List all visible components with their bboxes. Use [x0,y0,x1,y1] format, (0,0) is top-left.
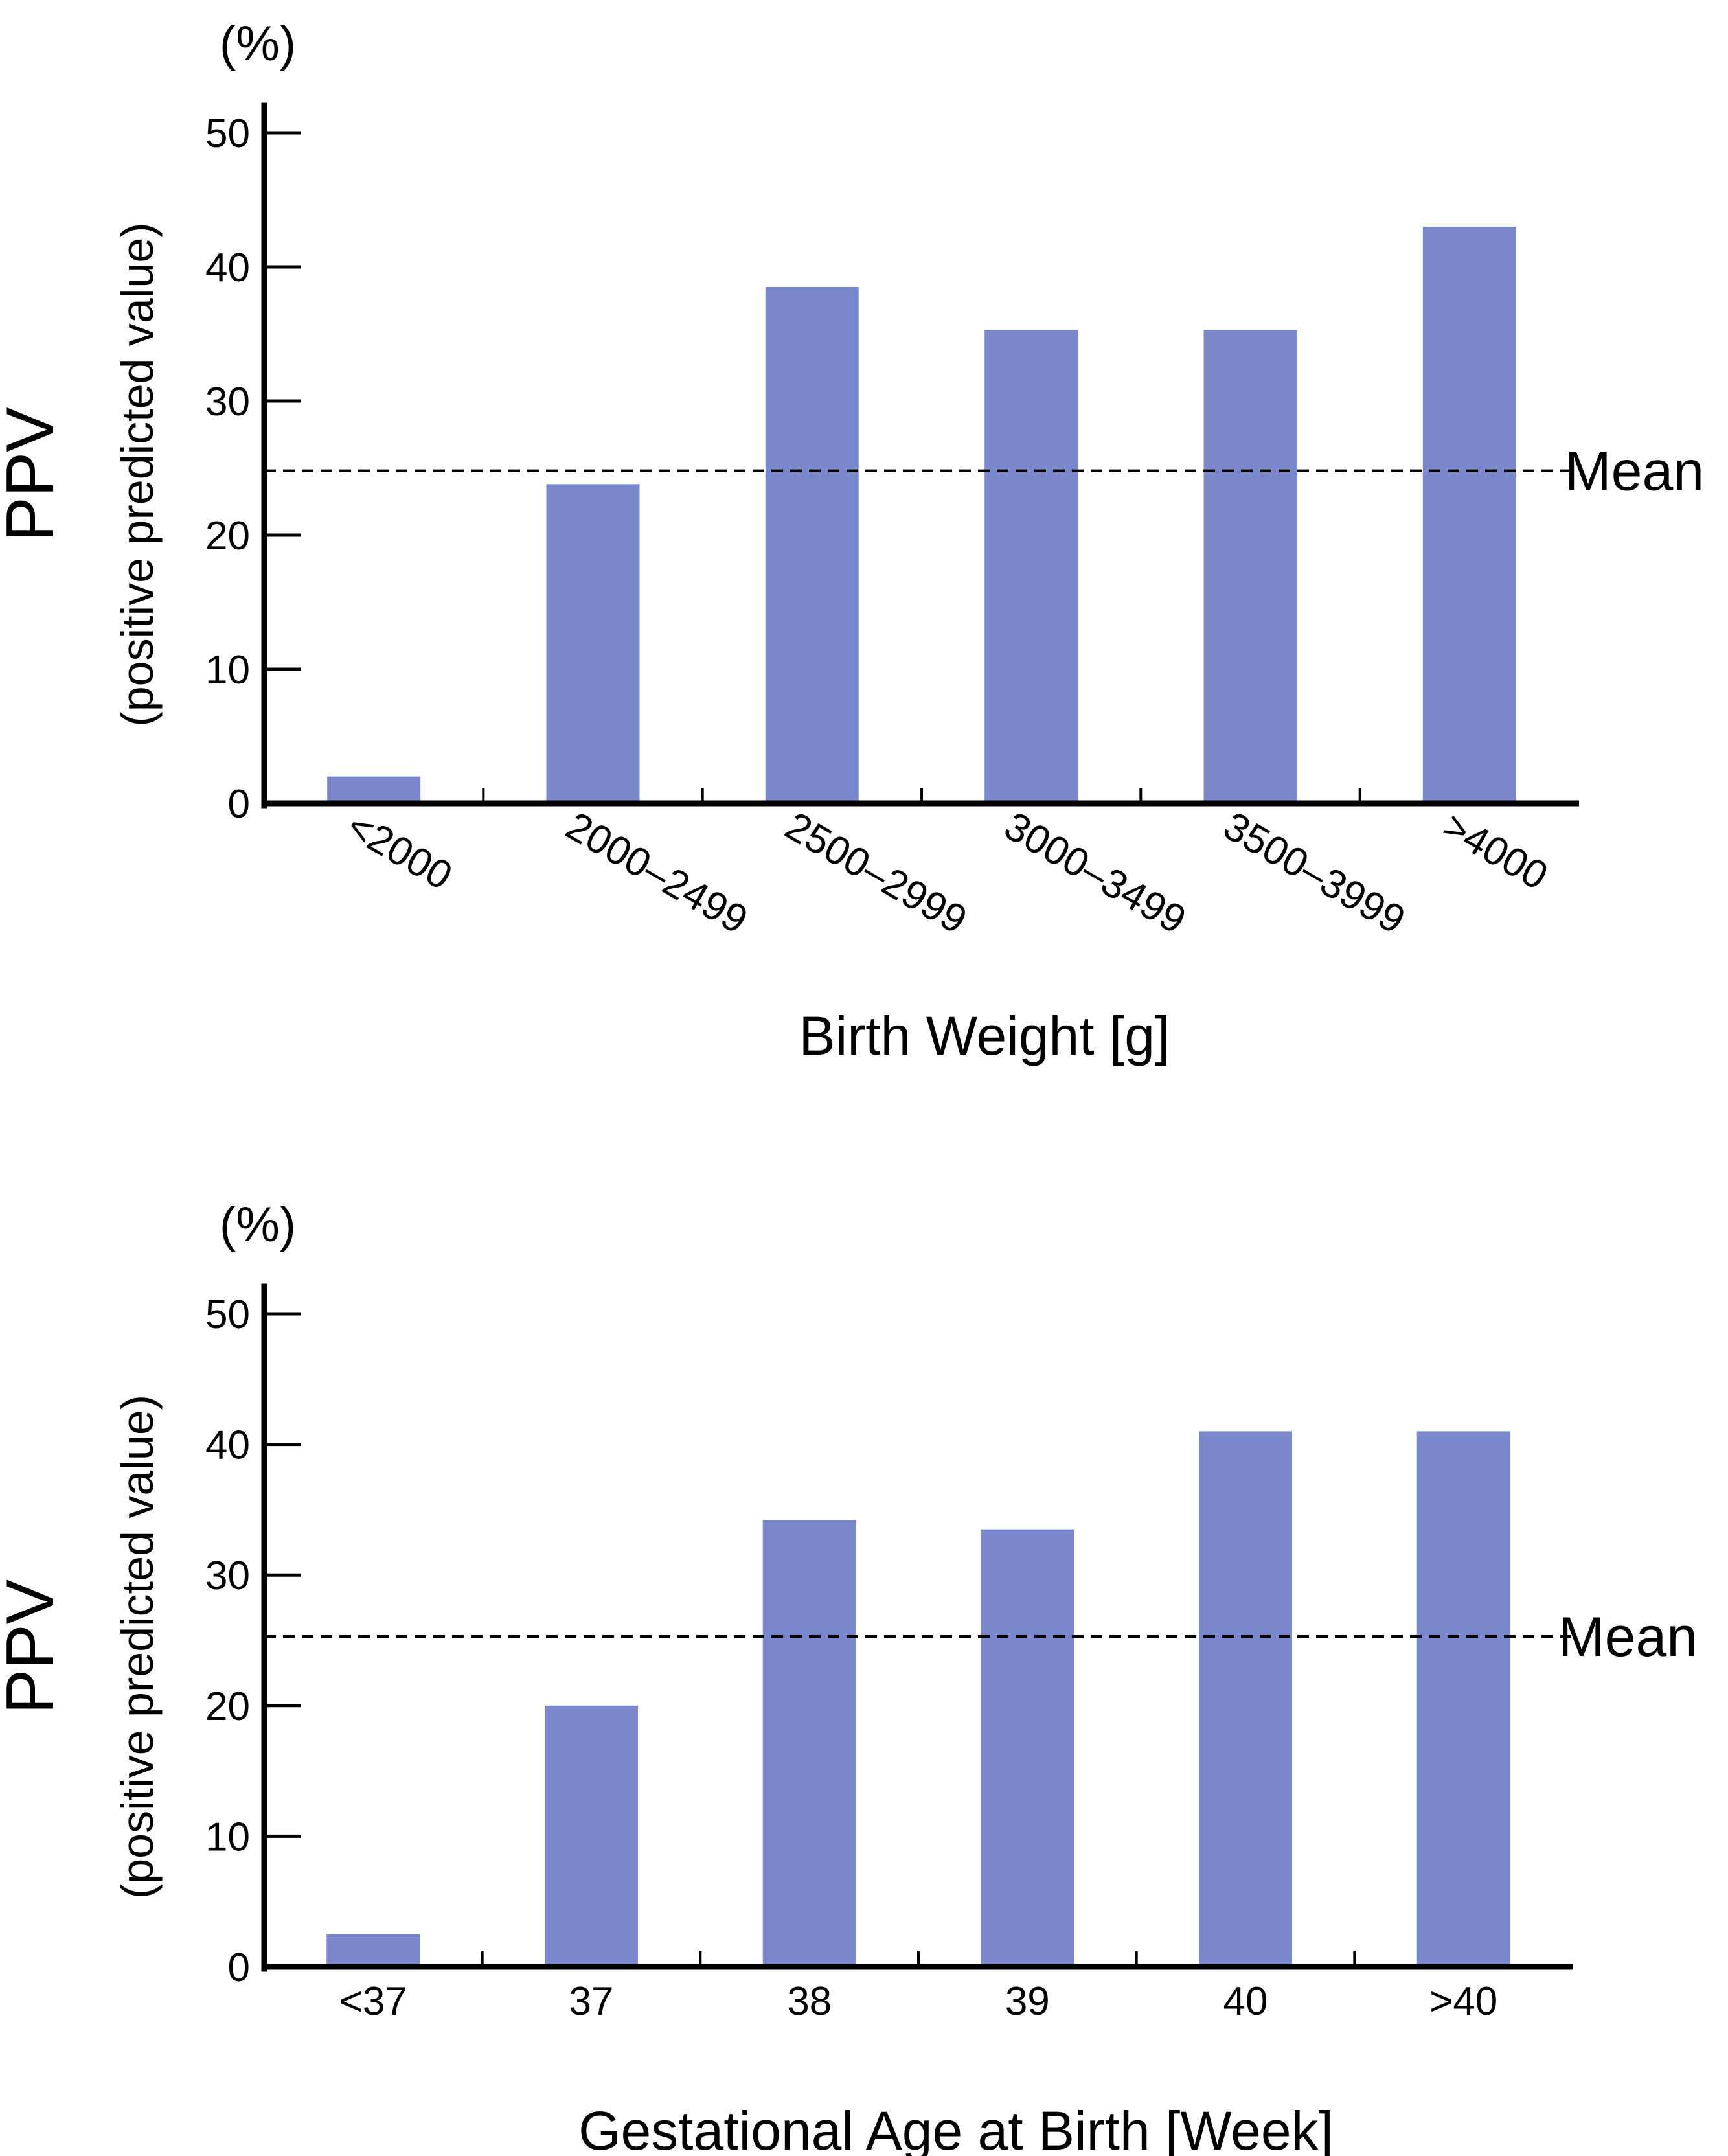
bar-6 [1422,226,1516,803]
y-tick-label: 50 [205,111,250,156]
unit-label: (%) [220,1197,296,1252]
chart-2: Mean 0 10 20 30 40 50 <37 37 38 39 40 >40 (%) PPV (posi… [0,1197,1698,2156]
x-axis-title: Gestational Age at Birth [Week] [578,2100,1334,2156]
mean-label: Mean [1565,441,1704,503]
x-tick-label: <2000 [339,803,459,899]
y-tick-label: 30 [205,1554,250,1598]
y-axis-subtitle: (positive predicted value) [112,222,163,726]
y-tick-label: 20 [205,1684,250,1729]
bar-1 [326,1934,420,1967]
bar-5 [1203,330,1297,803]
bar-3 [762,1520,856,1967]
x-tick-label: 38 [787,1979,832,2024]
x-tick-label: 2500–2999 [778,803,974,943]
y-axis-subtitle: (positive predicted value) [112,1395,163,1899]
bar-4 [984,330,1078,803]
y-tick-label: 40 [205,1423,250,1468]
chart-1: Mean 0 10 20 30 40 50 <2000 2000–2499 2500–2999 30… [0,16,1704,1066]
bar-2 [545,1705,638,1967]
bar-3 [765,287,859,803]
bar-4 [981,1529,1074,1967]
bar-1 [327,776,421,803]
bar-2 [546,484,640,803]
x-axis-title: Birth Weight [g] [799,1005,1170,1066]
x-tick-label: 2000–2499 [559,803,755,943]
x-tick-label: 3500–3999 [1216,803,1413,943]
bar-5 [1199,1431,1292,1967]
mean-label: Mean [1558,1606,1698,1668]
y-tick-label: 40 [205,246,250,290]
y-tick-label: 10 [205,1815,250,1859]
x-tick-label: 40 [1223,1979,1268,2024]
y-tick-label: 20 [205,514,250,558]
y-tick-label: 50 [205,1292,250,1337]
y-tick-label: 10 [205,648,250,693]
bar-6 [1416,1431,1510,1967]
x-tick-label: 39 [1005,1979,1050,2024]
y-axis-title: PPV [0,407,68,542]
x-tick-label: >40 [1429,1979,1497,2024]
y-tick-label: 0 [228,782,250,827]
x-tick-label: 37 [569,1979,614,2024]
y-axis-title: PPV [0,1579,68,1714]
y-tick-label: 0 [228,1945,250,1990]
y-tick-label: 30 [205,380,250,424]
x-tick-label: <37 [339,1979,407,2024]
x-tick-label: 3000–3499 [997,803,1193,943]
unit-label: (%) [220,16,296,71]
x-tick-label: >4000 [1435,803,1555,899]
